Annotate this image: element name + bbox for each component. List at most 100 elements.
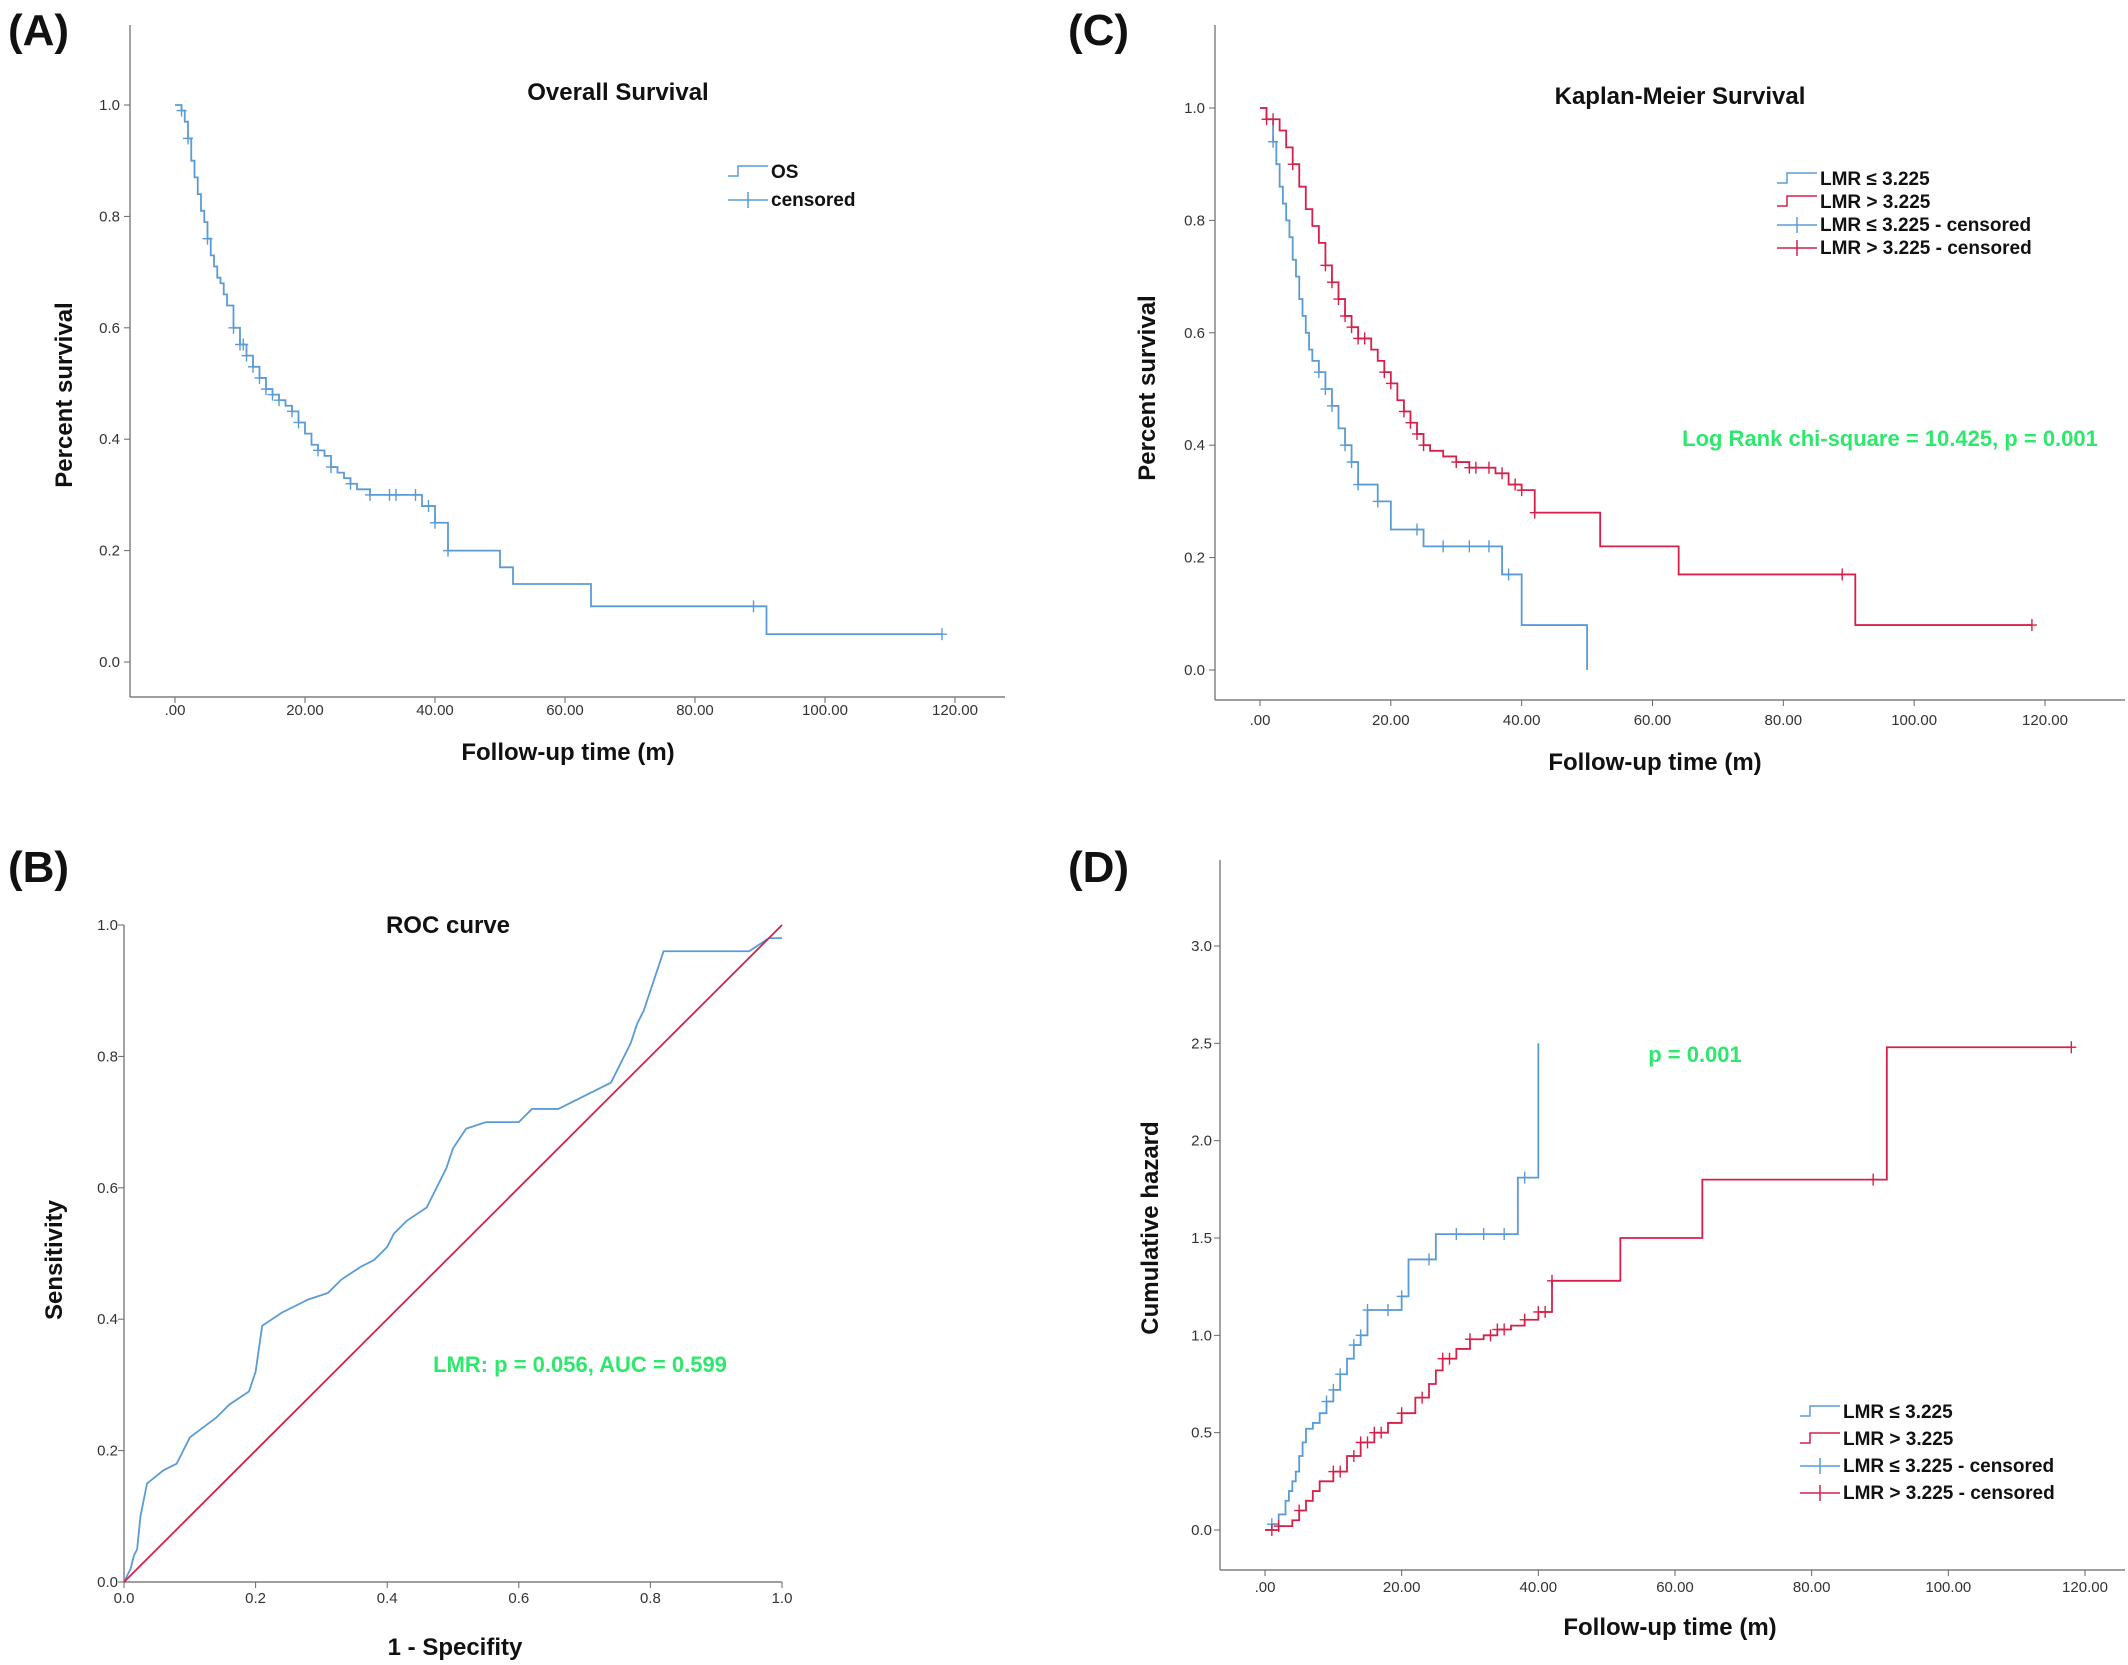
- y-tick-label: 1.0: [1191, 1327, 1212, 1344]
- censor-mark: [287, 405, 297, 418]
- series-line-reference: [123, 924, 783, 1583]
- censor-mark: [1326, 399, 1337, 412]
- x-tick-label: 0.2: [245, 1590, 266, 1607]
- series-line-roc: [123, 937, 782, 1583]
- y-tick-label: 0.0: [97, 1574, 118, 1591]
- censor-mark: [1346, 321, 1357, 334]
- censor-mark: [1529, 506, 1540, 519]
- censor-mark: [391, 488, 401, 501]
- x-tick-label: 60.00: [546, 702, 584, 719]
- x-tick-label: 120.00: [932, 702, 978, 719]
- chart-title: Overall Survival: [527, 79, 708, 106]
- legend-symbol-step: [1800, 1405, 1840, 1417]
- censor-mark: [1385, 377, 1396, 390]
- y-tick-label: 0.8: [99, 208, 120, 225]
- censor-mark: [1412, 427, 1422, 440]
- y-tick-label: 2.0: [1191, 1133, 1212, 1150]
- x-tick-label: .00: [1250, 712, 1271, 729]
- censor-mark: [1483, 461, 1494, 474]
- legend-symbol-step: [728, 165, 768, 177]
- censor-mark: [261, 383, 271, 396]
- censor-mark: [1483, 540, 1494, 553]
- censor-mark: [1417, 1391, 1428, 1404]
- y-tick-label: 3.0: [1191, 938, 1212, 955]
- legend-entry: LMR > 3.225: [1843, 1429, 1954, 1450]
- censor-mark: [430, 516, 440, 529]
- censor-mark: [1362, 1436, 1373, 1449]
- y-tick-label: 0.6: [99, 320, 120, 337]
- x-tick-label: 1.0: [772, 1590, 793, 1607]
- censor-mark: [1485, 1329, 1496, 1342]
- x-axis-label: 1 - Specifity: [388, 1634, 523, 1661]
- x-axis-label: Follow-up time (m): [1548, 749, 1761, 776]
- legend-entry: LMR ≤ 3.225 - censored: [1820, 215, 2031, 236]
- censor-mark: [1478, 1228, 1489, 1241]
- y-tick-label: 0.0: [1191, 1522, 1212, 1539]
- y-tick-label: 0.2: [97, 1443, 118, 1460]
- censor-mark: [443, 544, 453, 557]
- censor-mark: [410, 488, 421, 501]
- censor-mark: [202, 232, 213, 245]
- censor-mark: [293, 416, 304, 429]
- censor-mark: [345, 477, 356, 490]
- censor-mark: [1519, 1171, 1530, 1184]
- censor-mark: [1346, 456, 1357, 469]
- censor-mark: [238, 338, 249, 351]
- censor-mark: [1412, 523, 1422, 536]
- legend-entry: LMR ≤ 3.225: [1820, 169, 1930, 190]
- x-tick-label: 40.00: [1503, 712, 1541, 729]
- series-line-lmr-3-225: [1260, 107, 2032, 626]
- censor-mark: [1519, 1313, 1530, 1326]
- censor-mark: [241, 349, 252, 362]
- x-tick-label: 40.00: [1520, 1579, 1558, 1596]
- series-line-lmr-3-225: [1260, 107, 1588, 670]
- censor-mark: [1335, 1368, 1346, 1381]
- legend-entry: LMR > 3.225 - censored: [1843, 1483, 2055, 1504]
- series-line-os: [175, 104, 942, 636]
- censor-mark: [1837, 568, 1848, 581]
- legend-entry: LMR ≤ 3.225 - censored: [1843, 1456, 2054, 1477]
- censor-mark: [1470, 461, 1481, 474]
- x-tick-label: 40.00: [416, 702, 454, 719]
- censor-mark: [1348, 1339, 1359, 1352]
- chart-panel-c: (C) Kaplan-Meier Survival .00 20.00 40.00 60.…: [1068, 6, 2125, 776]
- x-tick-label: 60.00: [1634, 712, 1672, 729]
- censor-mark: [1348, 1450, 1359, 1463]
- censor-mark: [937, 628, 947, 641]
- x-tick-label: 120.00: [2022, 712, 2068, 729]
- censor-mark: [1540, 1305, 1551, 1318]
- censor-mark: [2066, 1041, 2077, 1054]
- censor-mark: [1396, 1290, 1407, 1303]
- legend-entry: LMR > 3.225: [1820, 192, 1931, 213]
- censor-mark: [248, 360, 258, 373]
- censor-mark: [1497, 467, 1508, 480]
- legend-entry: LMR > 3.225 - censored: [1820, 238, 2032, 259]
- y-axis-label: Sensitivity: [41, 1199, 68, 1320]
- censor-mark: [1287, 158, 1298, 171]
- censor-mark: [1499, 1228, 1510, 1241]
- x-tick-label: 120.00: [2062, 1579, 2108, 1596]
- censor-mark: [1451, 1228, 1462, 1241]
- censor-mark: [1340, 309, 1351, 322]
- censor-mark: [1266, 1524, 1277, 1536]
- censor-mark: [1444, 1352, 1455, 1365]
- stat-annotation: Log Rank chi-square = 10.425, p = 0.001: [1682, 426, 2098, 451]
- censor-mark: [1438, 540, 1449, 553]
- censor-mark: [1424, 1253, 1434, 1266]
- y-tick-label: 0.0: [99, 654, 120, 671]
- panel-label: (C): [1068, 6, 1129, 55]
- censor-mark: [2026, 619, 2037, 632]
- y-tick-label: 0.6: [97, 1180, 118, 1197]
- x-tick-label: 60.00: [1656, 1579, 1694, 1596]
- censor-mark: [1333, 293, 1344, 306]
- x-tick-label: .00: [165, 702, 186, 719]
- censor-mark: [1359, 332, 1370, 345]
- legend-entry: OS: [771, 162, 798, 183]
- legend-symbol-step: [1800, 1432, 1840, 1444]
- legend-symbol-step: [1777, 195, 1817, 207]
- censor-mark: [1268, 135, 1279, 148]
- chart-title: ROC curve: [386, 912, 510, 939]
